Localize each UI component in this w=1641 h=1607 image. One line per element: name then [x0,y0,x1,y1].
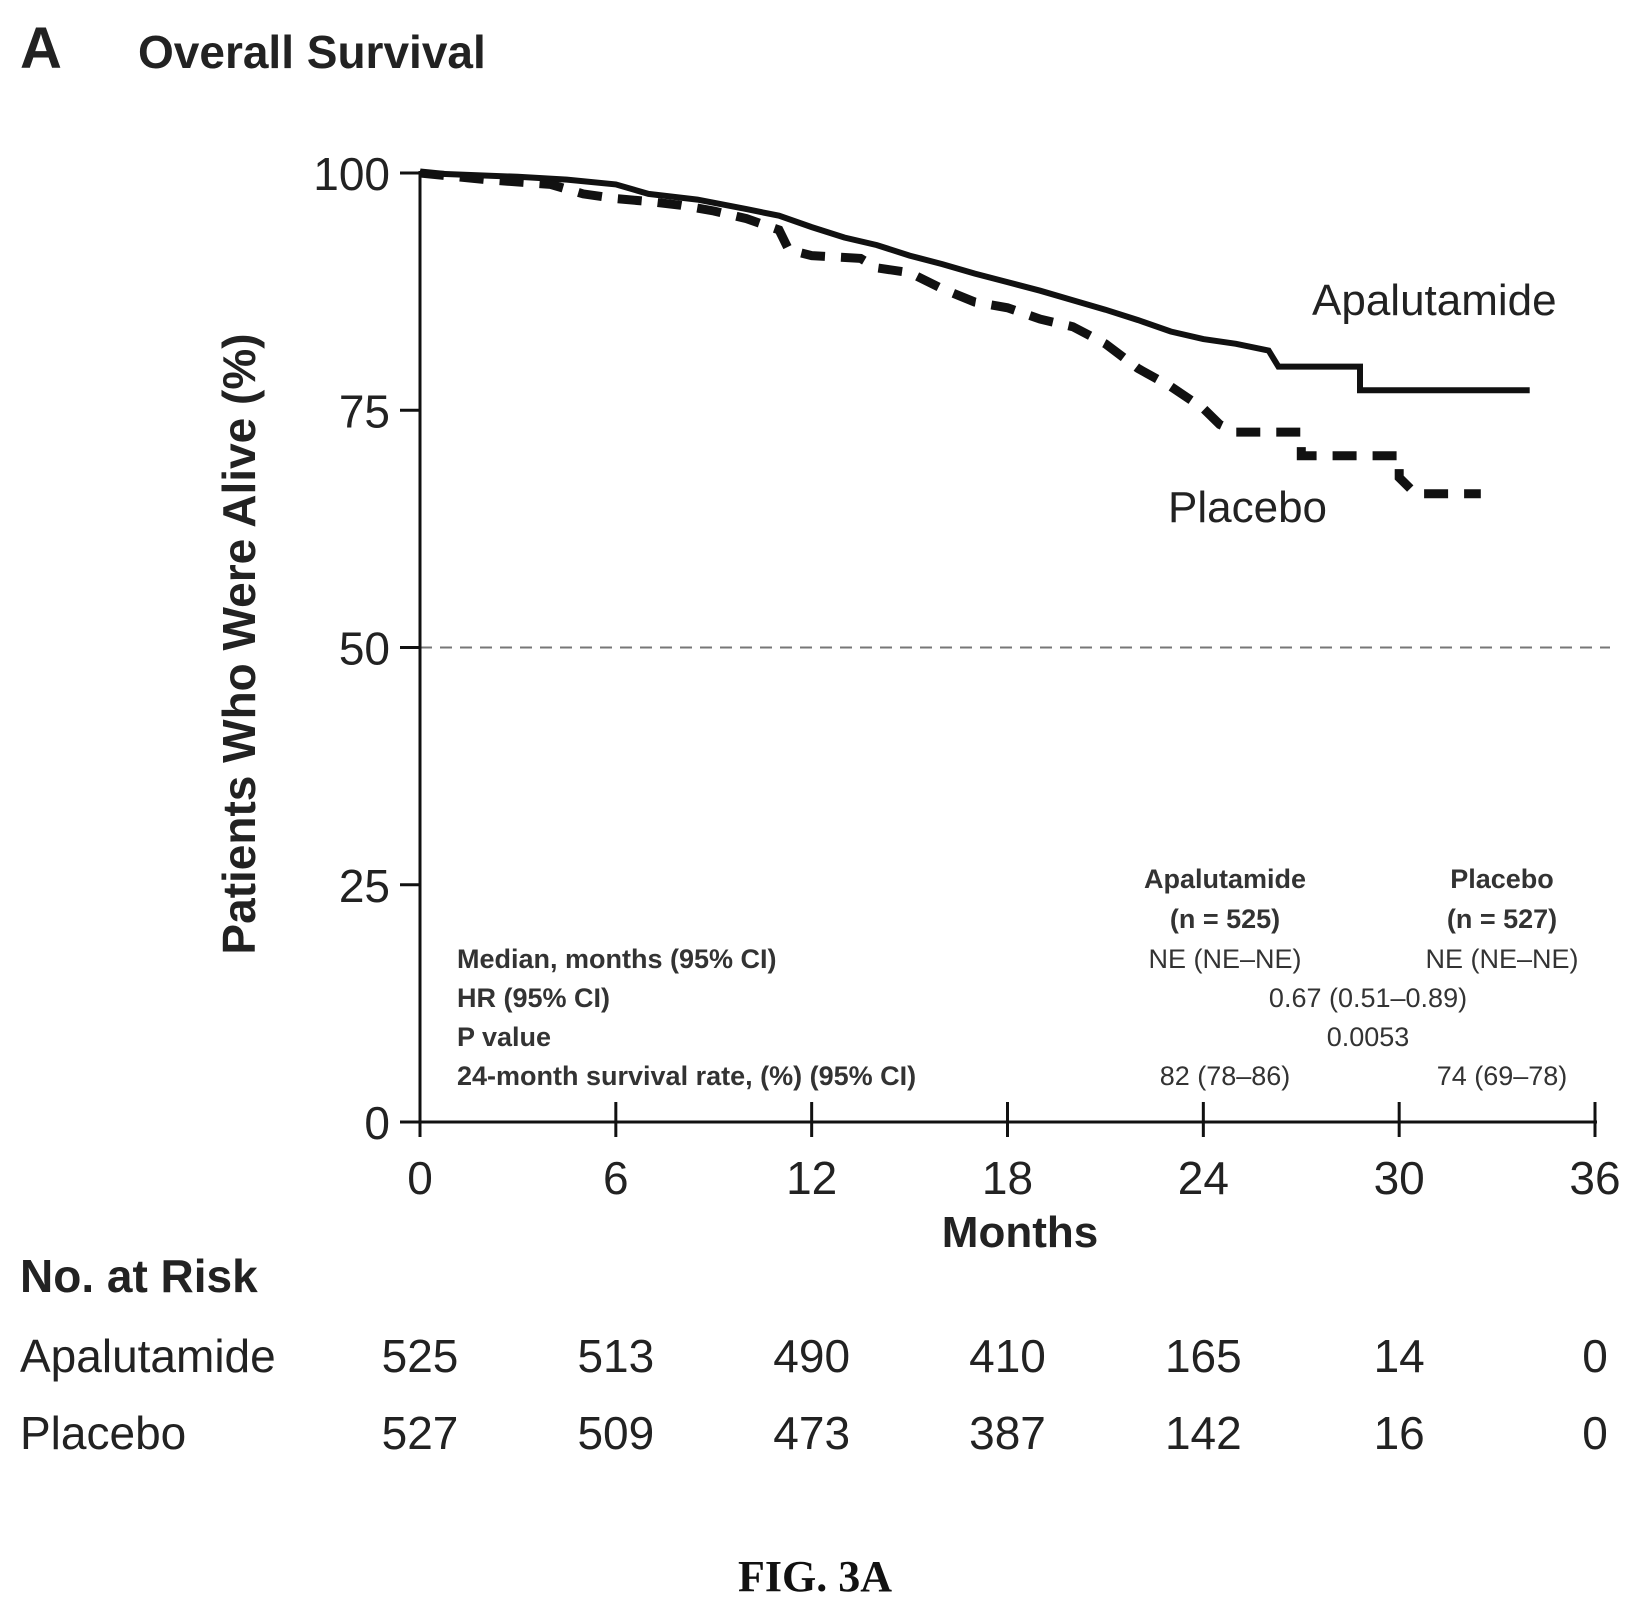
risk-values-layer: 525 513 490 410 165 14 0 527 509 473 387 142 16 0 [382,1330,1608,1459]
figure-caption: FIG. 3A [738,1552,892,1601]
chart-title: Overall Survival [138,26,486,78]
stats-hr-value: 0.67 (0.51–0.89) [1269,983,1467,1013]
annotation-placebo: Placebo [1168,483,1327,532]
risk-value-apalutamide-18: 410 [969,1330,1046,1382]
stats-row-label-median: Median, months (95% CI) [457,944,777,974]
x-tick-label-0: 0 [407,1152,433,1204]
stats-24month-placebo: 74 (69–78) [1437,1061,1568,1091]
y-axis-label: Patients Who Were Alive (%) [213,333,265,954]
stats-row-label-hr: HR (95% CI) [457,983,610,1013]
risk-value-placebo-0: 527 [382,1407,459,1459]
x-axis-label: Months [942,1208,1098,1257]
y-tick-label-50: 50 [339,623,390,675]
stats-table: Apalutamide (n = 525) Placebo (n = 527) … [457,864,1579,1091]
y-tick-label-25: 25 [339,860,390,912]
stats-row-label-24month: 24-month survival rate, (%) (95% CI) [457,1061,916,1091]
x-tick-label-6: 6 [603,1152,629,1204]
stats-row-label-pvalue: P value [457,1022,551,1052]
x-tick-label-36: 36 [1569,1152,1620,1204]
stats-24month-apalutamide: 82 (78–86) [1160,1061,1291,1091]
y-tick-label-100: 100 [313,148,390,200]
y-tick-label-75: 75 [339,385,390,437]
y-tick-label-0: 0 [364,1097,390,1149]
risk-value-apalutamide-30: 14 [1374,1330,1425,1382]
series-line-placebo [419,168,1481,499]
risk-value-apalutamide-6: 513 [577,1330,654,1382]
stats-col-subheader-apalutamide: (n = 525) [1170,904,1280,934]
risk-table-title: No. at Risk [20,1250,258,1302]
risk-value-apalutamide-24: 165 [1165,1330,1242,1382]
panel-letter: A [20,16,62,81]
risk-row-label-placebo: Placebo [20,1407,186,1459]
stats-median-apalutamide: NE (NE–NE) [1148,944,1301,974]
risk-value-apalutamide-0: 525 [382,1330,459,1382]
series-layer [419,168,1530,499]
stats-median-placebo: NE (NE–NE) [1425,944,1578,974]
risk-value-placebo-24: 142 [1165,1407,1242,1459]
stats-col-subheader-placebo: (n = 527) [1447,904,1557,934]
x-tick-label-24: 24 [1178,1152,1229,1204]
stats-col-header-placebo: Placebo [1450,864,1554,894]
risk-value-apalutamide-36: 0 [1582,1330,1608,1382]
risk-value-placebo-6: 509 [577,1407,654,1459]
series-line-apalutamide [419,170,1530,394]
axis-layer: 0 25 50 75 100 0 6 12 18 24 30 36 [313,148,1620,1204]
x-tick-label-18: 18 [982,1152,1033,1204]
stats-pvalue-value: 0.0053 [1327,1022,1410,1052]
risk-value-placebo-36: 0 [1582,1407,1608,1459]
risk-row-label-apalutamide: Apalutamide [20,1330,276,1382]
x-tick-label-12: 12 [786,1152,837,1204]
risk-value-placebo-30: 16 [1374,1407,1425,1459]
x-tick-label-30: 30 [1374,1152,1425,1204]
risk-value-placebo-12: 473 [773,1407,850,1459]
risk-value-apalutamide-12: 490 [773,1330,850,1382]
risk-value-placebo-18: 387 [969,1407,1046,1459]
annotation-apalutamide: Apalutamide [1312,276,1557,325]
stats-col-header-apalutamide: Apalutamide [1144,864,1306,894]
